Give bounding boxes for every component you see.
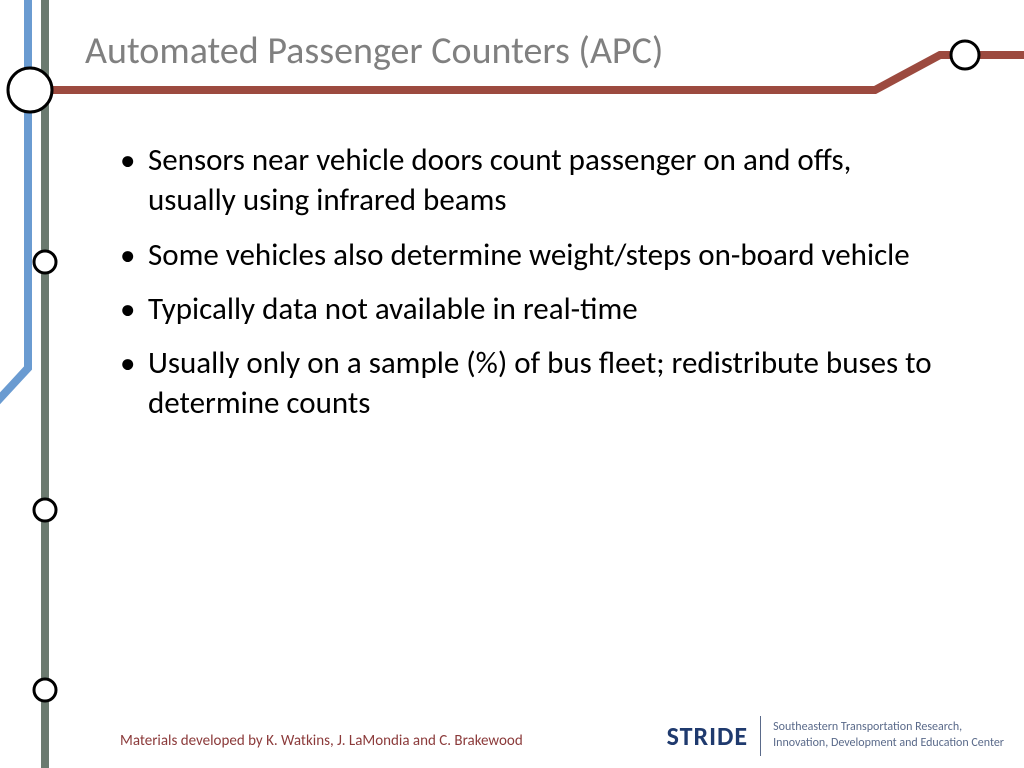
logo-main-text: STRIDE — [667, 720, 761, 752]
logo-sub-line2: Innovation, Development and Education Ce… — [773, 736, 1004, 752]
slide-content: Sensors near vehicle doors count passeng… — [120, 140, 940, 438]
bullet-item: Sensors near vehicle doors count passeng… — [120, 140, 940, 221]
station-node-icon — [951, 41, 979, 69]
bullet-item: Some vehicles also determine weight/step… — [120, 235, 940, 275]
slide-title: Automated Passenger Counters (APC) — [85, 28, 663, 74]
logo-subtitle: Southeastern Transportation Research, In… — [773, 720, 1004, 751]
station-node-icon — [34, 499, 56, 521]
bullet-item: Typically data not available in real-tim… — [120, 289, 940, 329]
stride-logo: STRIDE Southeastern Transportation Resea… — [667, 716, 1004, 756]
logo-divider — [760, 716, 761, 756]
station-node-icon — [34, 251, 56, 273]
logo-sub-line1: Southeastern Transportation Research, — [773, 720, 1004, 736]
station-node-icon — [34, 679, 56, 701]
footer-credit: Materials developed by K. Watkins, J. La… — [120, 732, 523, 750]
bullet-list: Sensors near vehicle doors count passeng… — [120, 140, 940, 424]
station-node-icon — [8, 68, 52, 112]
bullet-item: Usually only on a sample (%) of bus flee… — [120, 343, 940, 424]
